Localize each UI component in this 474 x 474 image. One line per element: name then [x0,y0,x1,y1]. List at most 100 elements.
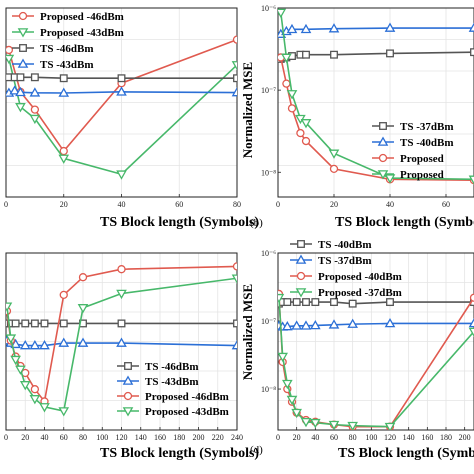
legend-d: TS -40dBm TS -37dBm Proposed -40dBm Propose… [290,239,402,299]
x-tick-label: 40 [311,433,319,442]
data-point [329,164,339,174]
data-point [300,23,312,34]
legend-marker [296,271,306,281]
data-point [300,417,312,428]
data-point [470,48,474,57]
data-point [232,35,237,44]
legend-entry: TS -37dBm [400,121,454,133]
chart-panel-d: 0 20 40 60 80 100 120 140 160 180 200 10⁻⁶ 10⁻⁷ 10⁻⁸ T… [240,239,474,461]
chart-panel-c: 0 20 40 60 80 100 120 140 160 180 200 220 240 TS Bloc… [4,252,259,461]
x-tick-label: 120 [384,433,396,442]
x-tick-label: 0 [276,433,280,442]
legend-marker [123,391,133,401]
x-tick-label: 40 [41,433,49,442]
data-point [29,114,41,125]
data-point [287,104,297,113]
data-point [15,103,26,113]
data-point [77,304,89,314]
x-tick-label: 40 [118,200,126,209]
data-point [58,154,70,164]
series-d-1 [278,317,474,331]
x-tick-label: 100 [96,433,108,442]
data-point [10,338,21,349]
data-point [6,45,14,55]
series-a-1 [6,54,237,180]
data-point [310,319,321,330]
data-point [116,289,127,300]
x-tick-label: 60 [175,200,183,209]
data-point [231,61,237,71]
data-point [231,340,237,350]
axes-frame [277,7,474,198]
legend-c: TS -46dBm TS -43dBm Proposed -46dBm Propose… [117,361,229,418]
series-b-0 [278,48,474,63]
x-tick-label: 0 [276,200,280,209]
data-point [282,321,293,331]
legend-entry: TS -40dBm [318,239,372,251]
data-point [116,86,127,96]
x-tick-label: 180 [173,433,185,442]
x-tick-label: 140 [403,433,415,442]
x-tick-label: 160 [154,433,166,442]
series-line [280,57,474,182]
data-point [278,352,288,363]
legend-marker [18,11,28,21]
data-point [40,319,49,328]
legend-entry: TS -46dBm [145,361,199,373]
legend-marker [297,240,305,248]
series-c-0 [6,319,237,328]
data-point [6,302,13,312]
series-line [8,58,237,176]
x-tick-label: 140 [135,433,147,442]
x-tick-label: 80 [79,433,87,442]
legend-marker [19,44,27,52]
data-point [311,298,320,307]
series-c-2 [6,262,237,406]
data-point [30,319,39,328]
x-tick-label: 180 [440,433,452,442]
legend-marker [379,122,387,130]
data-point [468,175,474,185]
legend-marker [122,407,134,417]
data-point [58,407,70,417]
data-point [328,420,340,430]
data-point [15,86,26,97]
series-b-1 [278,22,474,38]
series-a-2 [6,73,237,83]
data-point [59,319,68,328]
data-point [296,128,305,138]
x-tick-label: 200 [459,433,471,442]
legend-entry: Proposed -43dBm [145,406,229,418]
series-c-1 [6,335,237,350]
x-tick-label: 20 [21,433,29,442]
series-line [278,297,474,428]
x-axis-label: TS Block length (Symbols [335,215,474,230]
data-point [386,298,394,307]
panel-label: (d) [250,444,263,456]
chart-panel-a: 0 20 40 60 80 TS Block length (Symbols) Propos… [4,7,259,230]
data-point [6,334,17,344]
data-point [328,23,340,33]
legend-entry: Proposed -46dBm [40,11,124,23]
x-tick-label: 80 [233,200,241,209]
series-a-3 [6,85,237,97]
x-tick-label: 240 [231,433,243,442]
data-point [286,90,298,100]
x-axis-label: TS Block length (Symbols) [100,446,259,461]
data-point [9,85,20,95]
data-point [6,54,15,65]
y-tick-label: 10⁻⁷ [261,86,276,95]
legend-entry: Proposed [400,169,444,181]
x-tick-label: 120 [116,433,128,442]
legend-b: TS -37dBm TS -40dBm Proposed Proposed [372,121,454,181]
data-point [59,146,68,156]
data-point [116,337,127,347]
y-axis-label: Normalized MSE [240,284,255,380]
data-point [232,262,237,271]
legend-marker [17,28,29,38]
plot-area-a [6,35,237,180]
legend-marker [295,288,307,298]
data-point [233,74,237,83]
data-point [231,274,237,284]
x-tick-label: 20 [330,200,338,209]
